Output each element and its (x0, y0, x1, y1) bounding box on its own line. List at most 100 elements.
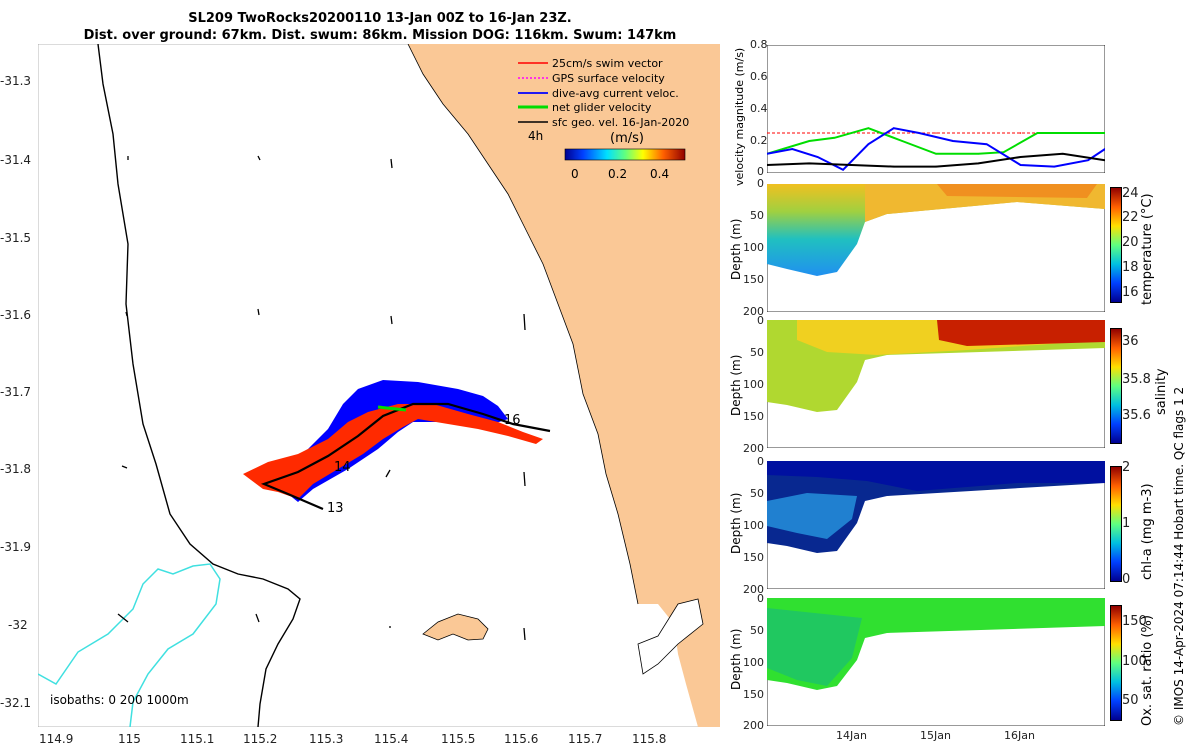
legend-label: 25cm/s swim vector (552, 57, 663, 70)
velocity-point (935, 132, 937, 134)
temp-cb-tick: 16 (1122, 285, 1139, 300)
chla-y-tick: 100 (743, 519, 764, 532)
map-x-tick: 115.8 (632, 732, 667, 746)
chla-cb-tick: 1 (1122, 516, 1131, 531)
velocity-point (1019, 132, 1022, 134)
temp-y-tick: 200 (743, 305, 764, 318)
temperature-ylabel: Depth (m) (729, 218, 743, 280)
velocity-point (808, 140, 811, 142)
chla-y-tick: 150 (743, 551, 764, 564)
ox-cb-tick: 100 (1122, 654, 1147, 669)
chla-cb-tick: 2 (1122, 460, 1131, 475)
velocity-point (952, 140, 954, 142)
velocity-point (892, 127, 895, 129)
sal-y-tick: 100 (743, 378, 764, 391)
map-y-tick: -32.1 (0, 696, 32, 710)
velocity-point (850, 164, 853, 166)
map-x-tick: 115.5 (441, 732, 476, 746)
speed-colorbar (564, 148, 686, 161)
map-y-tick: -31.4 (0, 153, 32, 167)
map-legend: 25cm/s swim vector GPS surface velocity … (518, 57, 689, 146)
velocity-y-tick: 0.4 (750, 102, 768, 115)
velocity-point (918, 132, 920, 134)
temp-y-tick: 100 (743, 241, 764, 254)
ox-cb-tick: 150 (1122, 614, 1147, 629)
time-x-tick: 14Jan (836, 729, 867, 742)
temperature-colorbar (1110, 187, 1122, 303)
colorbar-tick: 0.4 (650, 167, 669, 181)
velocity-y-tick: 0.2 (750, 134, 768, 147)
chla-ylabel: Depth (m) (729, 492, 743, 554)
colorbar-label: (m/s) (610, 131, 644, 146)
velocity-point (1019, 156, 1022, 158)
sal-cb-tick: 35.8 (1122, 372, 1151, 387)
sal-cb-tick: 36 (1122, 334, 1139, 349)
temp-cb-tick: 24 (1122, 186, 1139, 201)
sal-y-tick: 200 (743, 442, 764, 455)
temp-y-tick: 150 (743, 273, 764, 286)
temperature-cb-label: temperature (°C) (1140, 193, 1155, 305)
velocity-y-tick: 0 (757, 165, 764, 178)
map-x-tick: 115.3 (309, 732, 344, 746)
velocity-point (1104, 132, 1105, 134)
ox-y-tick: 200 (743, 719, 764, 732)
day-label: 14 (334, 460, 351, 475)
glider-track (260, 402, 551, 511)
velocity-point (791, 148, 794, 150)
day-label: 16 (504, 413, 521, 428)
velocity-point (1061, 153, 1064, 155)
island (422, 613, 489, 641)
velocity-point (833, 137, 836, 139)
temp-cb-tick: 20 (1122, 235, 1139, 250)
colorbar-tick: 0 (571, 167, 579, 181)
map-x-tick: 115.2 (243, 732, 278, 746)
swim-vector-band (243, 404, 543, 499)
chla-colorbar (1110, 466, 1122, 582)
velocity-point (767, 153, 768, 155)
map-x-tick: 115.7 (568, 732, 603, 746)
salinity-colorbar (1110, 328, 1122, 444)
map-y-tick: -31.6 (0, 308, 32, 322)
velocity-y-tick: 0.8 (750, 38, 768, 51)
map-y-tick: -31.9 (0, 540, 32, 554)
temp-y-tick: 0 (757, 177, 764, 190)
velocity-point (1104, 148, 1105, 150)
salinity-section (767, 320, 1105, 448)
legend-label: GPS surface velocity (552, 72, 665, 85)
sal-y-tick: 50 (750, 346, 764, 359)
net-glider-velocity-arrow (377, 405, 407, 412)
velocity-point (935, 153, 937, 155)
legend-label: sfc geo. vel. 16-Jan-2020 (552, 116, 689, 129)
sal-cb-tick: 35.6 (1122, 408, 1151, 423)
velocity-plot (767, 45, 1105, 173)
map-x-tick: 115 (118, 732, 141, 746)
chla-cb-label: chl-a (mg m-3) (1140, 483, 1155, 580)
salinity-ylabel: Depth (m) (729, 354, 743, 416)
map-x-tick: 115.4 (374, 732, 409, 746)
ox-y-tick: 150 (743, 688, 764, 701)
chla-section (767, 461, 1105, 589)
coastline (407, 44, 639, 605)
velocity-point (867, 127, 870, 129)
sfc-geo-velocity-arrows (117, 155, 526, 641)
velocity-point (977, 162, 980, 165)
legend-label: net glider velocity (552, 101, 652, 114)
velocity-point (1036, 132, 1039, 134)
land-area (408, 44, 720, 727)
velocity-point (1002, 151, 1005, 153)
chart-title-line2: Dist. over ground: 67km. Dist. swum: 86k… (83, 28, 677, 43)
sal-y-tick: 150 (743, 410, 764, 423)
temp-cb-tick: 22 (1122, 210, 1139, 225)
time-x-tick: 16Jan (1004, 729, 1035, 742)
isobath-200m (38, 563, 221, 727)
map-y-tick: -31.7 (0, 385, 32, 399)
map-y-tick: -31.3 (0, 74, 32, 88)
velocity-point (767, 132, 768, 134)
chla-cb-tick: 0 (1122, 572, 1131, 587)
isobaths-label: isobaths: 0 200 1000m (50, 693, 189, 707)
velocity-point (1053, 165, 1056, 168)
map-x-tick: 115.6 (504, 732, 539, 746)
ox-y-tick: 100 (743, 656, 764, 669)
sal-y-tick: 0 (757, 314, 764, 327)
time-x-tick: 15Jan (920, 729, 951, 742)
